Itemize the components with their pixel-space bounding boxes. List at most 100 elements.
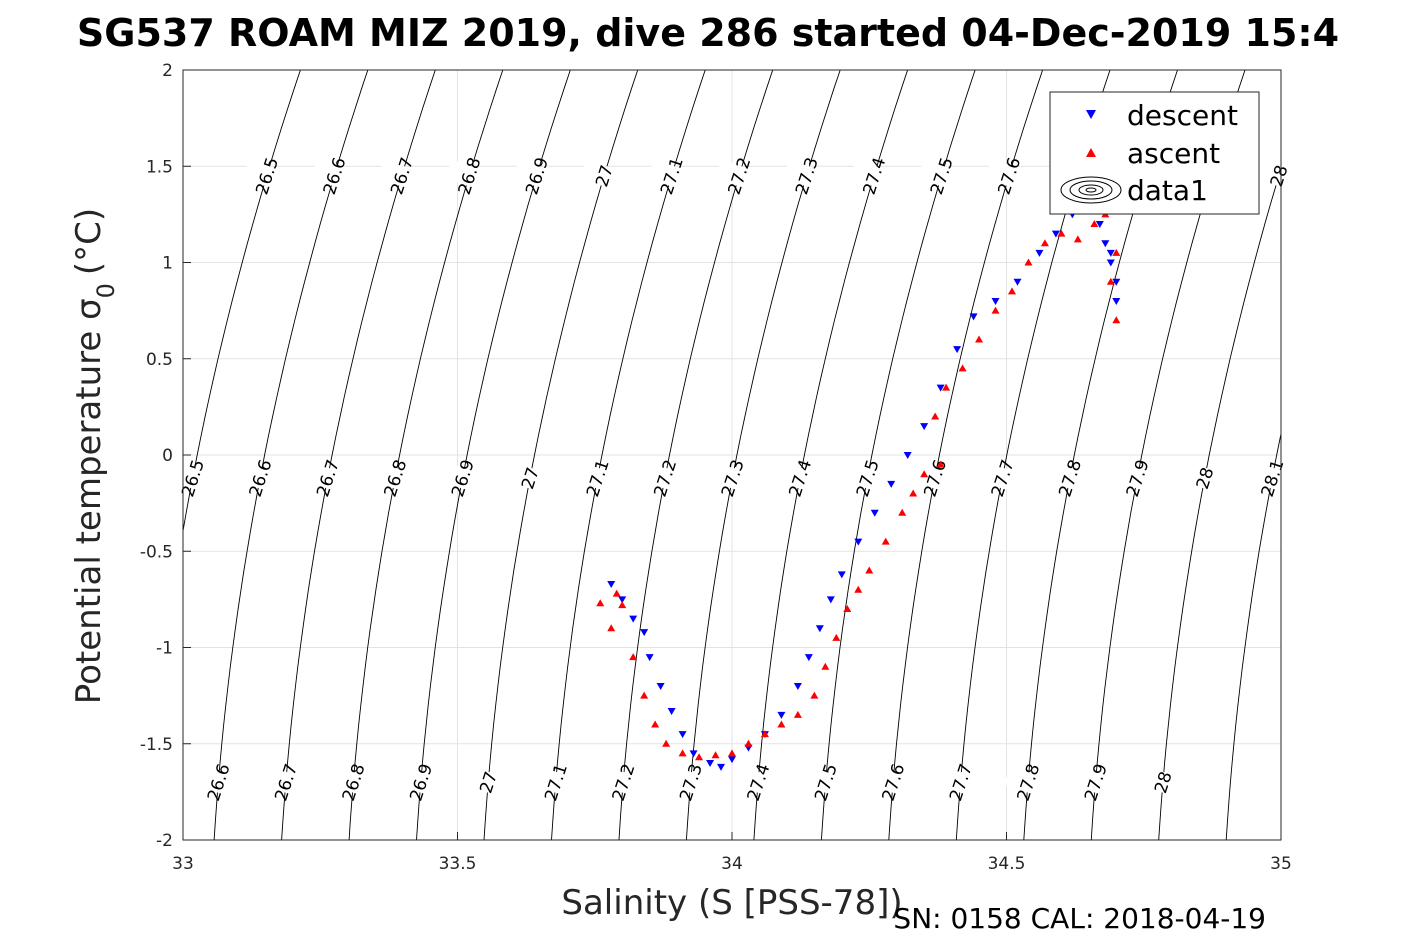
ascent-point	[793, 710, 802, 718]
descent-point	[953, 346, 962, 354]
y-tick-label: 1	[162, 254, 173, 274]
ascent-point	[810, 691, 819, 699]
ascent-point	[920, 470, 929, 478]
contour-label-bg	[1138, 765, 1187, 799]
y-ticks: 2 1.5 1 0.5 0 -0.5 -1 -1.5 -2	[140, 61, 191, 851]
y-axis-label: Potential temperature σ0 (°C)	[69, 208, 120, 704]
legend: descent ascent data1	[1049, 91, 1260, 215]
contour-label-bg	[708, 461, 757, 495]
descent-point	[629, 615, 638, 623]
contour-label-bg	[734, 765, 783, 799]
x-tick-label: 33.5	[439, 854, 477, 874]
isopycnal-line	[1225, 431, 1281, 840]
contour-label-bg	[984, 159, 1033, 193]
descent-point	[656, 683, 665, 690]
contour-label-bg	[168, 461, 217, 495]
descent-point	[706, 760, 715, 767]
ascent-point	[1024, 258, 1033, 266]
contour-label-bg	[647, 159, 696, 193]
ascent-point	[881, 537, 890, 545]
legend-contour-icon	[1060, 176, 1122, 204]
contour-label-bg	[978, 461, 1027, 495]
contour-label-bg	[775, 461, 824, 495]
y-axis-label-sub: 0	[92, 283, 120, 298]
contour-label-bg	[1071, 765, 1120, 799]
descent-point	[793, 683, 802, 690]
ascent-point	[1112, 316, 1121, 324]
ascent-point	[958, 364, 967, 372]
ascent-point	[1106, 277, 1115, 285]
descent-point	[1095, 221, 1104, 228]
descent-point	[826, 596, 835, 604]
descent-point	[837, 571, 846, 579]
ascent-point	[898, 508, 907, 516]
legend-ascent-label: ascent	[1127, 137, 1220, 170]
ascent-point	[942, 383, 951, 391]
ascent-point	[931, 412, 940, 420]
contour-label-bg	[580, 159, 629, 193]
contour-label-bg	[1003, 765, 1053, 799]
descent-point	[969, 313, 978, 321]
ascent-point	[1040, 239, 1049, 247]
contour-label-bg	[869, 765, 918, 799]
descent-point	[728, 756, 736, 764]
ascent-point	[777, 720, 786, 728]
contour-label-bg	[1113, 461, 1162, 495]
y-tick-label: -0.5	[140, 542, 173, 562]
x-tick-label: 33	[172, 854, 194, 874]
contour-label-bg	[377, 159, 426, 193]
descent-point	[645, 654, 654, 662]
contour-label-bg	[242, 159, 291, 193]
y-tick-label: 0.5	[146, 350, 173, 370]
descent-point	[640, 629, 649, 637]
descent-point	[777, 711, 786, 719]
x-axis-label: Salinity (S [PSS-78])	[561, 883, 902, 923]
ascent-point	[596, 599, 605, 607]
ascent-point	[865, 566, 874, 574]
ascent-point	[612, 589, 621, 597]
descent-point	[870, 509, 879, 517]
contour-label-bg	[438, 461, 487, 495]
ascent-point	[991, 306, 1000, 314]
contour-label-bg	[715, 159, 764, 193]
contour-label-bg	[194, 765, 243, 799]
contour-label-bg	[599, 765, 648, 799]
contour-label-bg	[1248, 461, 1297, 495]
ascent-point	[711, 751, 720, 759]
ascent-point	[744, 739, 753, 747]
ascent-point	[975, 335, 984, 343]
contour-label-bg	[917, 159, 966, 193]
ascent-point	[760, 730, 769, 738]
ascent-series	[596, 210, 1121, 761]
x-ticks: 33 33.5 34 34.5 35	[172, 832, 1292, 874]
ascent-point	[618, 601, 627, 609]
descent-point	[618, 596, 627, 604]
ascent-point	[1007, 287, 1016, 295]
ascent-point	[629, 653, 638, 661]
y-tick-label: 2	[162, 61, 173, 81]
descent-point	[1106, 249, 1115, 257]
descent-point	[667, 708, 676, 716]
y-axis-label-unit: (°C)	[69, 208, 109, 275]
legend-box	[1049, 91, 1260, 215]
contour-label-bg	[505, 461, 555, 495]
contour-label-bg	[936, 765, 985, 799]
y-tick-label: 1.5	[146, 157, 173, 177]
contour-label-bg	[531, 765, 580, 799]
descent-point	[1051, 230, 1060, 238]
ascent-point	[1090, 220, 1099, 227]
contour-label-bg	[849, 159, 899, 193]
descent-point	[854, 538, 863, 546]
legend-ascent-marker	[1086, 148, 1096, 157]
ascent-point	[607, 624, 616, 632]
descent-point	[689, 750, 698, 758]
contour-label-bg	[464, 765, 513, 799]
descent-point	[936, 384, 945, 392]
descent-point	[1013, 278, 1022, 286]
descent-point	[887, 480, 896, 488]
contour-label-bg	[1180, 461, 1229, 495]
ascent-point	[854, 585, 863, 593]
legend-descent-marker	[1086, 110, 1096, 119]
contour-label-bg	[782, 159, 831, 193]
